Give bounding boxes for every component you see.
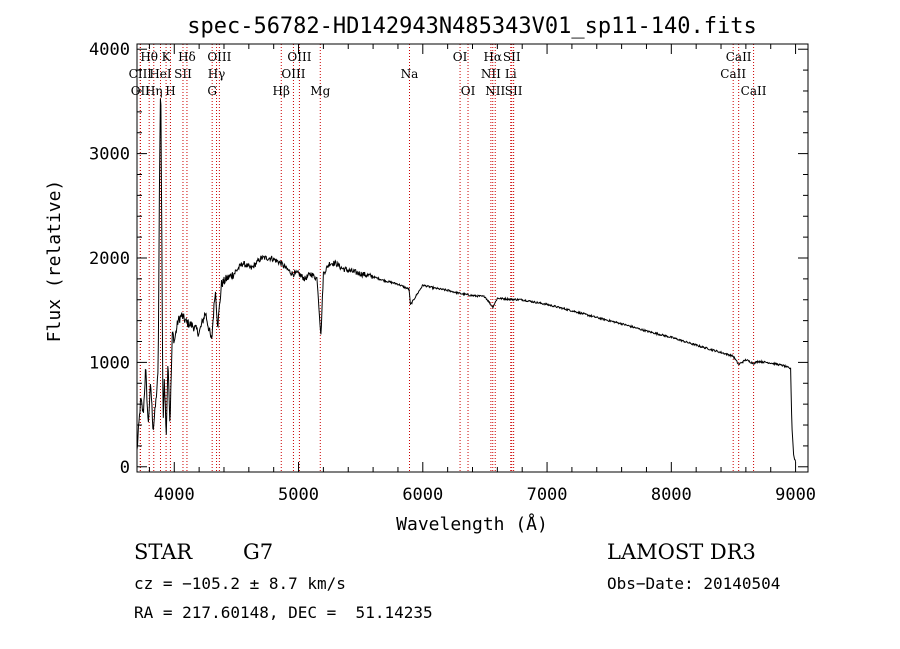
spectral-line-label: NII	[485, 84, 505, 98]
spectral-line-label: SII	[174, 67, 192, 81]
x-tick-label: 9000	[775, 485, 816, 505]
spectral-line-label: CaII	[720, 67, 746, 81]
spectral-line-label: Hθ	[140, 50, 158, 64]
spectral-line-label: Mg	[310, 84, 330, 98]
spectral-line-label: HeI	[149, 67, 172, 81]
spectrum-line	[136, 98, 797, 463]
spectral-line-label: SII	[503, 50, 521, 64]
series-layer	[136, 98, 797, 463]
y-tick-label: 4000	[89, 40, 130, 60]
spectral-line-label: Hγ	[208, 67, 226, 81]
redshift: cz = −105.2 ± 8.7 km/s	[134, 574, 346, 593]
spectral-line-label: Hβ	[273, 84, 290, 98]
spectral-line-label: CaII	[741, 84, 767, 98]
spectral-line-label: Na	[401, 67, 419, 81]
y-tick-label: 3000	[89, 145, 130, 165]
x-tick-label: 5000	[278, 485, 319, 505]
axes: 4000 5000 6000 7000 8000 9000 0 1000 2000 3000 400…	[89, 40, 816, 505]
survey-name: LAMOST DR3	[607, 540, 756, 564]
chart-title: spec-56782-HD142943N485343V01_sp11-140.f…	[187, 14, 757, 39]
spectral-line-label: Li	[505, 67, 517, 81]
y-axis-label: Flux (relative)	[44, 180, 65, 343]
spectral-line-label: OIII	[207, 50, 231, 64]
subclass: G7	[243, 540, 274, 564]
spectral-line-label: G	[207, 84, 217, 98]
y-tick-label: 0	[120, 458, 130, 478]
spectral-line-label: CIII	[129, 67, 153, 81]
plot-frame	[136, 43, 809, 473]
obs-date: Obs−Date: 20140504	[607, 574, 781, 593]
y-tick-label: 1000	[89, 353, 130, 373]
x-tick-label: 6000	[402, 485, 443, 505]
object-class: STAR	[134, 540, 193, 564]
spectral-line-label: NII	[481, 67, 501, 81]
spectral-line-label: H	[165, 84, 175, 98]
spectral-line-label: OI	[461, 84, 476, 98]
spectral-line-label: Hα	[483, 50, 502, 64]
x-axis-label: Wavelength (Å)	[396, 513, 548, 535]
emission-lines	[139, 44, 755, 472]
spectral-line-label: K	[162, 50, 172, 64]
coordinates: RA = 217.60148, DEC = 51.14235	[134, 603, 433, 622]
spectral-line-label: CaII	[726, 50, 752, 64]
x-tick-label: 8000	[651, 485, 692, 505]
spectral-line-label: OIII	[287, 50, 311, 64]
spectral-line-label: OIII	[281, 67, 305, 81]
spectral-line-label: Hη	[145, 84, 163, 98]
spectral-line-label: Hδ	[178, 50, 196, 64]
y-tick-label: 2000	[89, 249, 130, 269]
spectral-line-label: SII	[505, 84, 523, 98]
x-tick-label: 7000	[527, 485, 568, 505]
spectral-line-label: OI	[453, 50, 468, 64]
x-tick-label: 4000	[154, 485, 195, 505]
